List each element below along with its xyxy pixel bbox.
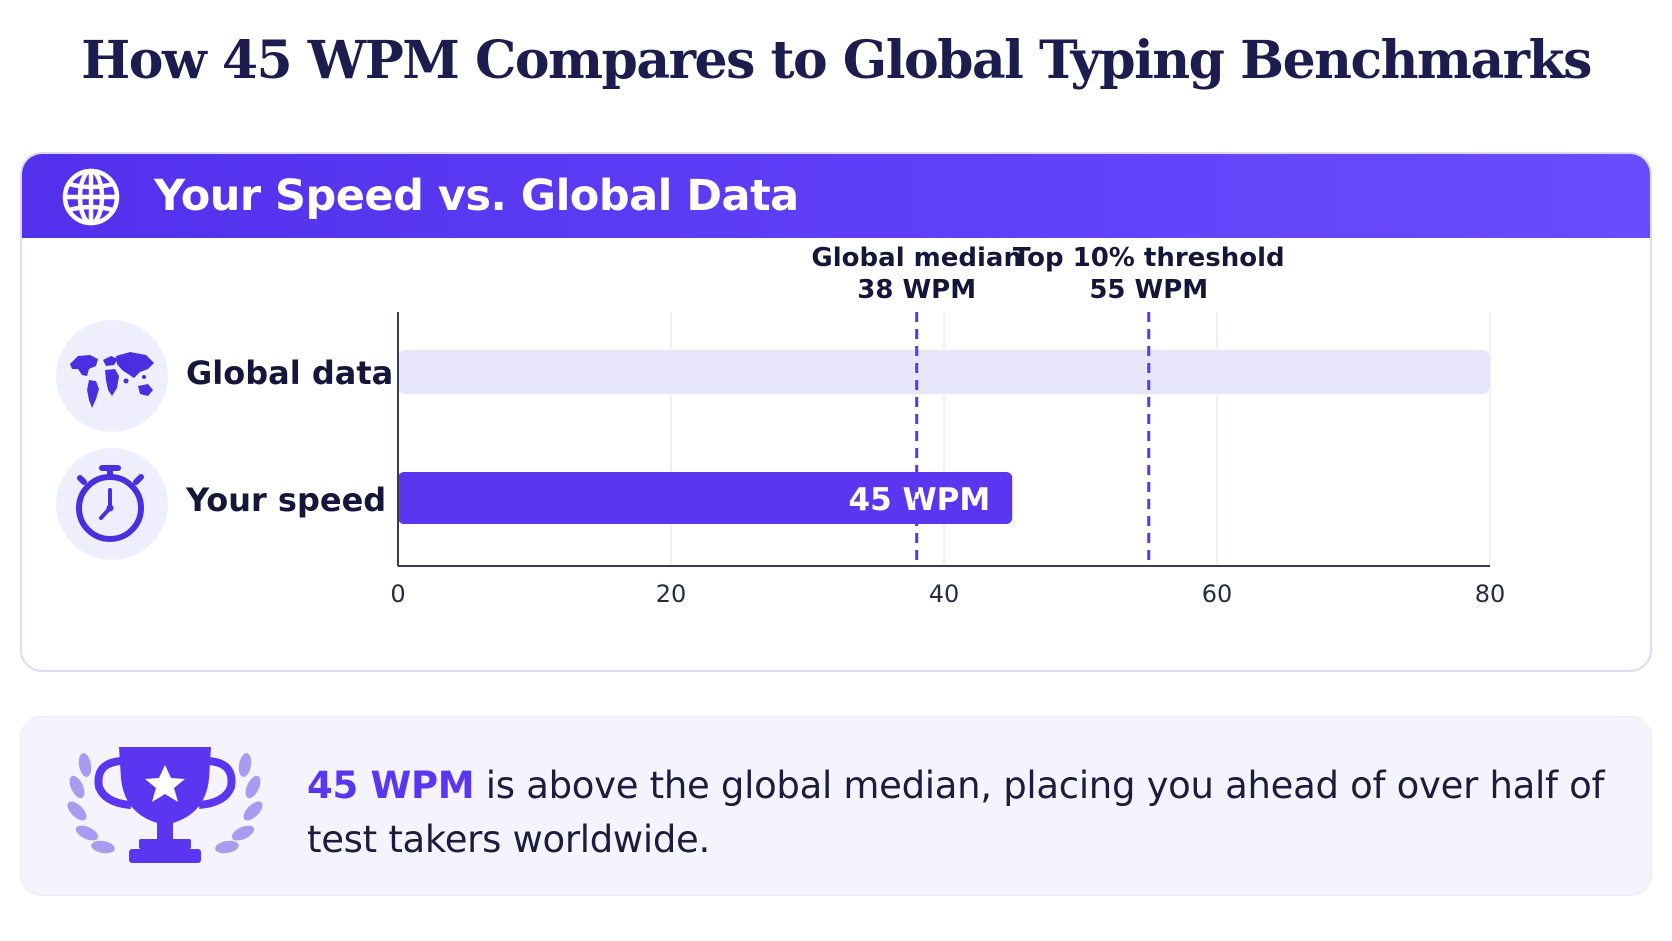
insight-card: 45 WPM is above the global median, placi…: [20, 716, 1652, 896]
trophy-icon: [67, 747, 263, 863]
page-title: How 45 WPM Compares to Global Typing Ben…: [81, 30, 1592, 91]
reference-value-0: 38 WPM: [857, 275, 976, 305]
row-label-global: Global data: [186, 354, 394, 392]
bar-global-data: [398, 350, 1490, 394]
reference-label-0: Global median: [811, 243, 1022, 273]
bar-label-your-speed: 45 WPM: [849, 482, 991, 518]
row-label-your-speed: Your speed: [186, 481, 387, 519]
x-tick-label-40: 40: [929, 580, 960, 608]
insight-text: 45 WPM is above the global median, placi…: [307, 759, 1607, 867]
reference-value-1: 55 WPM: [1089, 275, 1208, 305]
insight-highlight: 45 WPM: [307, 764, 475, 807]
x-tick-label-80: 80: [1475, 580, 1506, 608]
stopwatch-icon: [56, 448, 168, 560]
card-title: Your Speed vs. Global Data: [154, 171, 799, 221]
x-tick-label-20: 20: [656, 580, 687, 608]
globe-icon: [62, 168, 120, 226]
chart-card: Your Speed vs. Global Data Global data: [20, 152, 1652, 672]
x-tick-label-60: 60: [1202, 580, 1233, 608]
card-header: Your Speed vs. Global Data: [22, 154, 1650, 238]
reference-label-1: Top 10% threshold: [1013, 243, 1285, 273]
world-map-icon: [56, 320, 168, 432]
x-tick-label-0: 0: [390, 580, 405, 608]
bar-your-speed: [398, 472, 1013, 524]
insight-body: is above the global median, placing you …: [307, 764, 1605, 861]
